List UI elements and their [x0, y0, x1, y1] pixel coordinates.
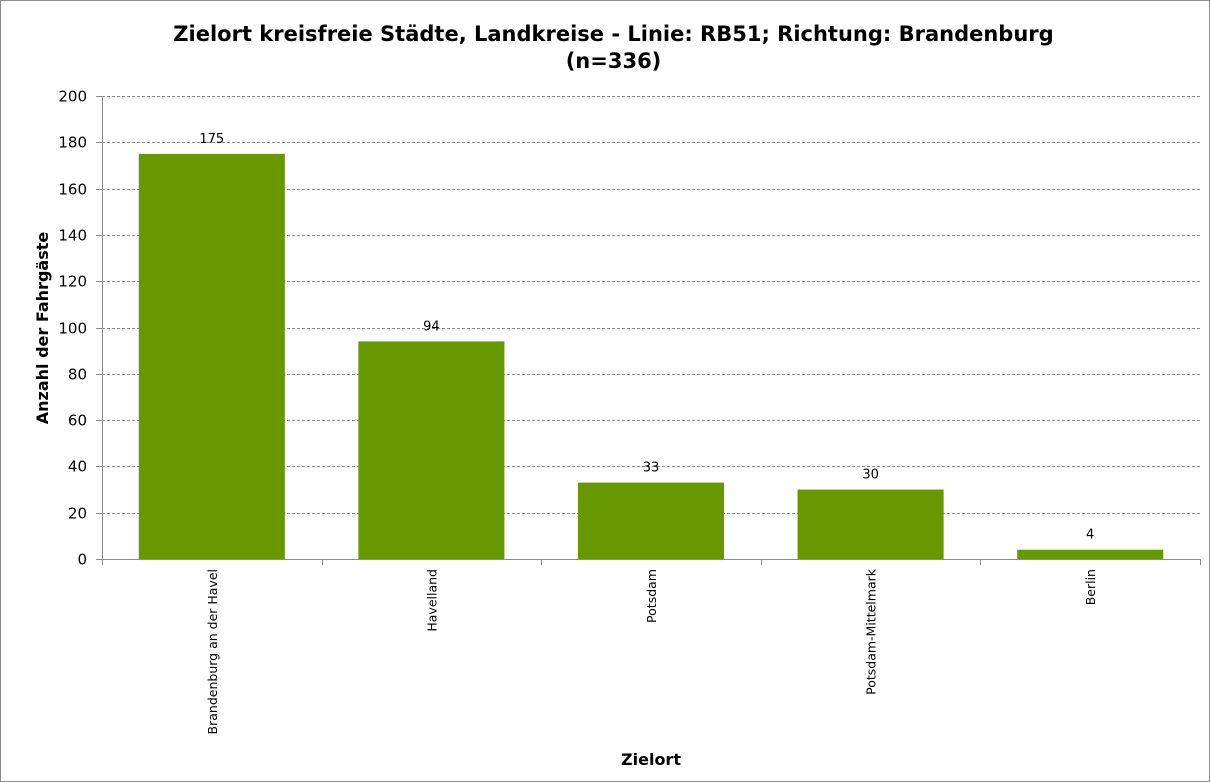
- x-tick-label: Potsdam: [644, 569, 659, 623]
- y-tick-label: 20: [68, 505, 87, 523]
- gridlines: [102, 96, 1200, 514]
- y-tick-label: 40: [68, 458, 87, 476]
- x-axis-title: Zielort: [621, 750, 681, 769]
- bar: [797, 489, 944, 559]
- chart-subtitle: (n=336): [565, 49, 662, 73]
- y-tick-label: 100: [58, 320, 87, 338]
- x-tick-label: Potsdam-Mittelmark: [864, 568, 879, 695]
- bars: [138, 153, 1164, 559]
- labels: 0 20 40 60 80 100 120 140 160 180 200 175 Brandenbur…: [58, 88, 1098, 735]
- data-label: 30: [862, 468, 879, 483]
- data-label: 175: [199, 132, 224, 147]
- x-tick-label: Berlin: [1083, 569, 1098, 605]
- data-label: 94: [423, 319, 440, 334]
- data-label: 4: [1086, 528, 1094, 543]
- y-tick-label: 80: [68, 366, 87, 384]
- y-tick-label: 0: [77, 551, 87, 569]
- y-tick-label: 60: [68, 412, 87, 430]
- y-tick-label: 160: [58, 181, 87, 199]
- bar: [138, 153, 285, 559]
- y-axis-title: Anzahl der Fahrgäste: [33, 232, 52, 425]
- y-tick-label: 140: [58, 227, 87, 245]
- data-label: 33: [643, 461, 660, 476]
- chart-title: Zielort kreisfreie Städte, Landkreise - …: [173, 22, 1054, 46]
- axes: [96, 96, 1201, 565]
- x-tick-label: Brandenburg an der Havel: [205, 569, 220, 734]
- bar: [358, 341, 505, 559]
- bar: [577, 482, 725, 559]
- y-tick-label: 200: [58, 88, 87, 106]
- chart-title-block: Zielort kreisfreie Städte, Landkreise - …: [1, 21, 1210, 75]
- y-tick-label: 180: [58, 134, 87, 152]
- bar: [1017, 549, 1164, 559]
- x-tick-label: Havelland: [424, 569, 439, 632]
- y-tick-label: 120: [58, 273, 87, 291]
